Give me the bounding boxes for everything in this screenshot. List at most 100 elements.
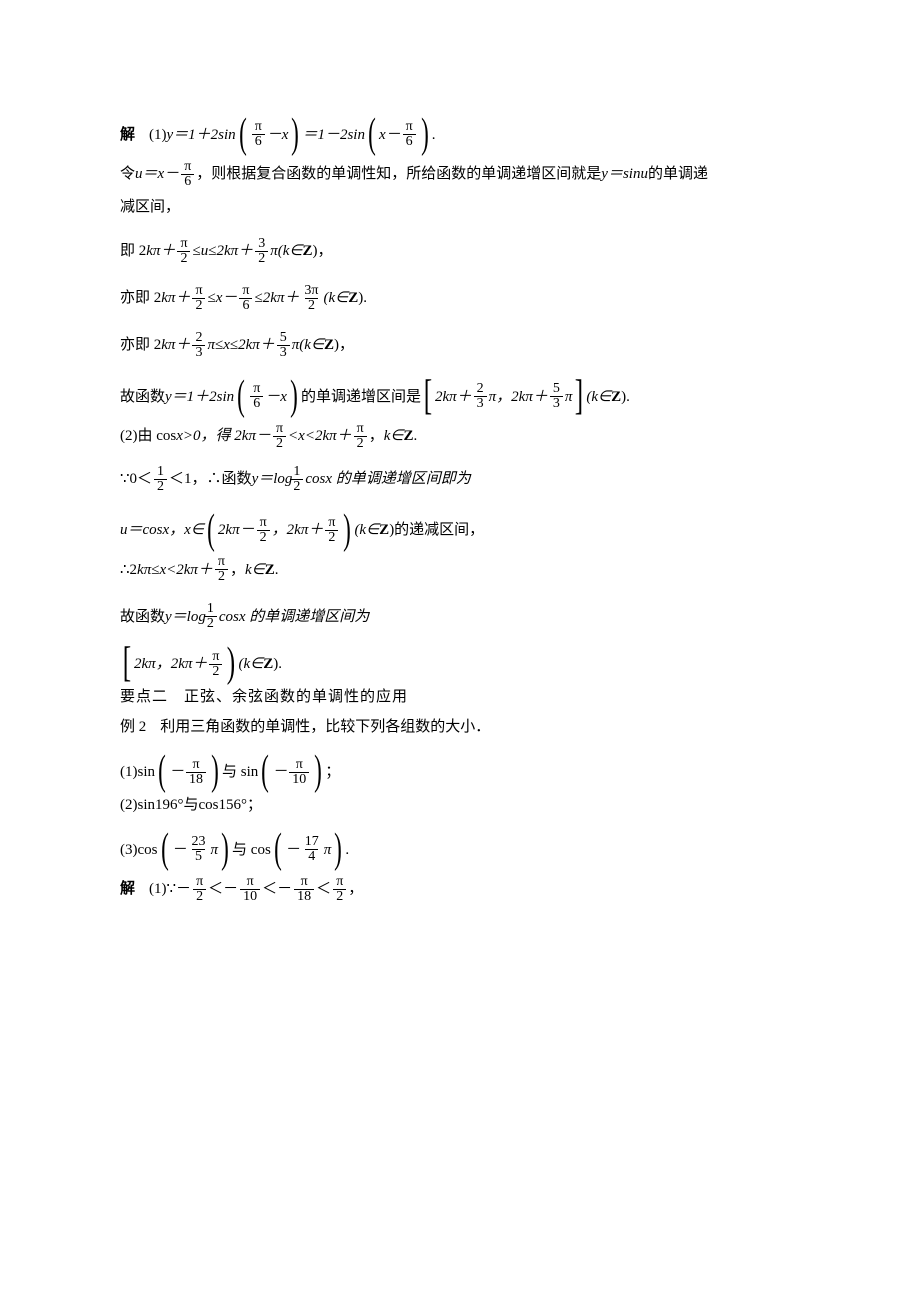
- line-15: (1)sin ( － π18 ) 与 sin ( － π10 ) ；: [120, 753, 800, 791]
- frac: π6: [181, 160, 194, 189]
- heading-keypoint-2: 要点二 正弦、余弦函数的单调性的应用: [120, 685, 800, 709]
- t: Z: [302, 239, 312, 263]
- t: (k∈: [238, 652, 263, 676]
- t: kπ－: [242, 424, 271, 448]
- line-2: 令 u＝x－ π6 ，则根据复合函数的单调性知，所给函数的单调递增区间就是 y＝…: [120, 160, 800, 189]
- t: ；: [325, 760, 340, 784]
- t: .: [275, 558, 279, 582]
- t: ＜: [316, 877, 331, 901]
- t: )，: [312, 239, 332, 263]
- t: Z: [265, 558, 275, 582]
- paren-group: ( － 174 π ): [271, 831, 346, 869]
- t: kπ＋: [246, 333, 275, 357]
- t: π≤x≤2: [207, 333, 245, 357]
- t: <x<2: [288, 424, 322, 448]
- line-3: 减区间，: [120, 195, 800, 219]
- label-example-2: 例 2: [120, 715, 146, 739]
- t: .: [345, 838, 349, 862]
- line-14: 例 2 利用三角函数的单调性，比较下列各组数的大小．: [120, 715, 800, 739]
- t: ，则根据复合函数的单调性知，所给函数的单调递增区间就是: [196, 162, 601, 186]
- t: 的单调递: [648, 162, 708, 186]
- t: π(: [292, 333, 305, 357]
- line-4: 即 2 kπ＋ π2 ≤u≤2 kπ＋ 32 π( k∈ Z )，: [120, 237, 800, 266]
- t: y＝log: [252, 467, 293, 491]
- line-10: u＝cos x， x∈ ( 2kπ－ π2 ，2kπ＋ π2 ) (k∈ Z )…: [120, 512, 800, 550]
- paren-group: ( x－ π6 ): [365, 116, 432, 154]
- bracket-group: [ 2kπ ，2kπ＋ π2 ): [120, 645, 238, 683]
- line-16: (2)sin196°与cos156°；: [120, 793, 800, 817]
- t: k∈: [283, 239, 303, 263]
- t: kπ＋: [322, 424, 351, 448]
- t: ≤u≤2: [193, 239, 224, 263]
- page: 解 (1) y＝1＋2sin ( π6 －x ) ＝1－2sin ( x－ π6…: [0, 0, 920, 1302]
- t: x 的单调递增区间即为: [325, 467, 470, 491]
- t: 故函数: [120, 605, 165, 629]
- line-6: 亦即 2 kπ＋ 23 π≤x≤2 kπ＋ 53 π( k∈ Z )，: [120, 331, 800, 360]
- t: (2)由 cos: [120, 424, 176, 448]
- paren-group: ( － 235 π ): [158, 831, 233, 869]
- label-solution: 解: [120, 123, 135, 147]
- t: u＝x－: [135, 162, 179, 186]
- t: 减区间，: [120, 195, 180, 219]
- t: 即 2: [120, 239, 146, 263]
- t: 与 cos: [232, 838, 271, 862]
- t: ∵0＜: [120, 467, 152, 491]
- t: ＜－: [262, 877, 292, 901]
- t: y＝1＋2sin: [165, 385, 234, 409]
- t: ＜－: [208, 877, 238, 901]
- t: ＝1－2sin: [302, 123, 365, 147]
- line-17: (3)cos ( － 235 π ) 与 cos ( － 174 π ) .: [120, 831, 800, 869]
- t: k∈: [245, 558, 265, 582]
- line-sol-1: 解 (1) y＝1＋2sin ( π6 －x ) ＝1－2sin ( x－ π6…: [120, 116, 800, 154]
- t: Z: [379, 518, 389, 542]
- t: 要点二 正弦、余弦函数的单调性的应用: [120, 685, 408, 709]
- t: Z: [324, 333, 334, 357]
- line-11: ∴2 kπ≤x<2 kπ＋ π2 ， k∈ Z .: [120, 555, 800, 584]
- t: ∴2: [120, 558, 137, 582]
- t: ≤2: [255, 286, 271, 310]
- t: x∈: [184, 518, 204, 542]
- t: )，: [334, 333, 354, 357]
- t: 故函数: [120, 385, 165, 409]
- t: kπ≤x<2: [137, 558, 184, 582]
- t: k∈: [304, 333, 324, 357]
- t: ).: [273, 652, 282, 676]
- t: cos: [219, 605, 239, 629]
- t: ).: [358, 286, 367, 310]
- t: .: [413, 424, 417, 448]
- bracket-group: [ 2kπ＋ 23 π ，2kπ＋ 53 π ]: [421, 378, 586, 416]
- t: y＝1＋2sin: [167, 123, 236, 147]
- t: 亦即 2: [120, 286, 161, 310]
- t: (2)sin196°与cos156°；: [120, 793, 262, 817]
- line-13: [ 2kπ ，2kπ＋ π2 ) (k∈ Z ).: [120, 645, 800, 683]
- t: Z: [611, 385, 621, 409]
- t: kπ＋: [224, 239, 253, 263]
- t: ，: [230, 558, 245, 582]
- t: 的单调递增区间是: [301, 385, 421, 409]
- t: k∈: [384, 424, 404, 448]
- t: 利用三角函数的单调性，比较下列各组数的大小．: [160, 715, 490, 739]
- t: (1): [149, 123, 167, 147]
- line-18: 解 (1)∵－ π2 ＜－ π10 ＜－ π18 ＜ π2 ，: [120, 875, 800, 904]
- t: Z: [263, 652, 273, 676]
- t: ≤x－: [208, 286, 238, 310]
- t: y＝sinu: [601, 162, 648, 186]
- t: y＝log: [165, 605, 206, 629]
- t: kπ＋: [184, 558, 213, 582]
- paren-group: ( π6 －x ): [236, 116, 303, 154]
- paren-group: ( － π18 ): [155, 753, 222, 791]
- t: kπ＋: [270, 286, 299, 310]
- line-5: 亦即 2 kπ＋ π2 ≤x－ π6 ≤2 kπ＋ 3π2 ( k∈ Z ).: [120, 284, 800, 313]
- line-12: 故函数 y＝log 12 cos x 的单调递增区间为: [120, 602, 800, 631]
- t: ).: [621, 385, 630, 409]
- t: ，: [369, 424, 384, 448]
- t: u＝cos: [120, 518, 163, 542]
- t: Z: [348, 286, 358, 310]
- t: π(: [270, 239, 283, 263]
- paren-group: ( － π10 ): [258, 753, 325, 791]
- t: x>0，得 2: [176, 424, 242, 448]
- t: )的递减区间，: [389, 518, 484, 542]
- t: kπ＋: [161, 286, 190, 310]
- line-7: 故函数 y＝1＋2sin ( π6 －x ) 的单调递增区间是 [ 2kπ＋ 2…: [120, 378, 800, 416]
- t: (1)sin: [120, 760, 155, 784]
